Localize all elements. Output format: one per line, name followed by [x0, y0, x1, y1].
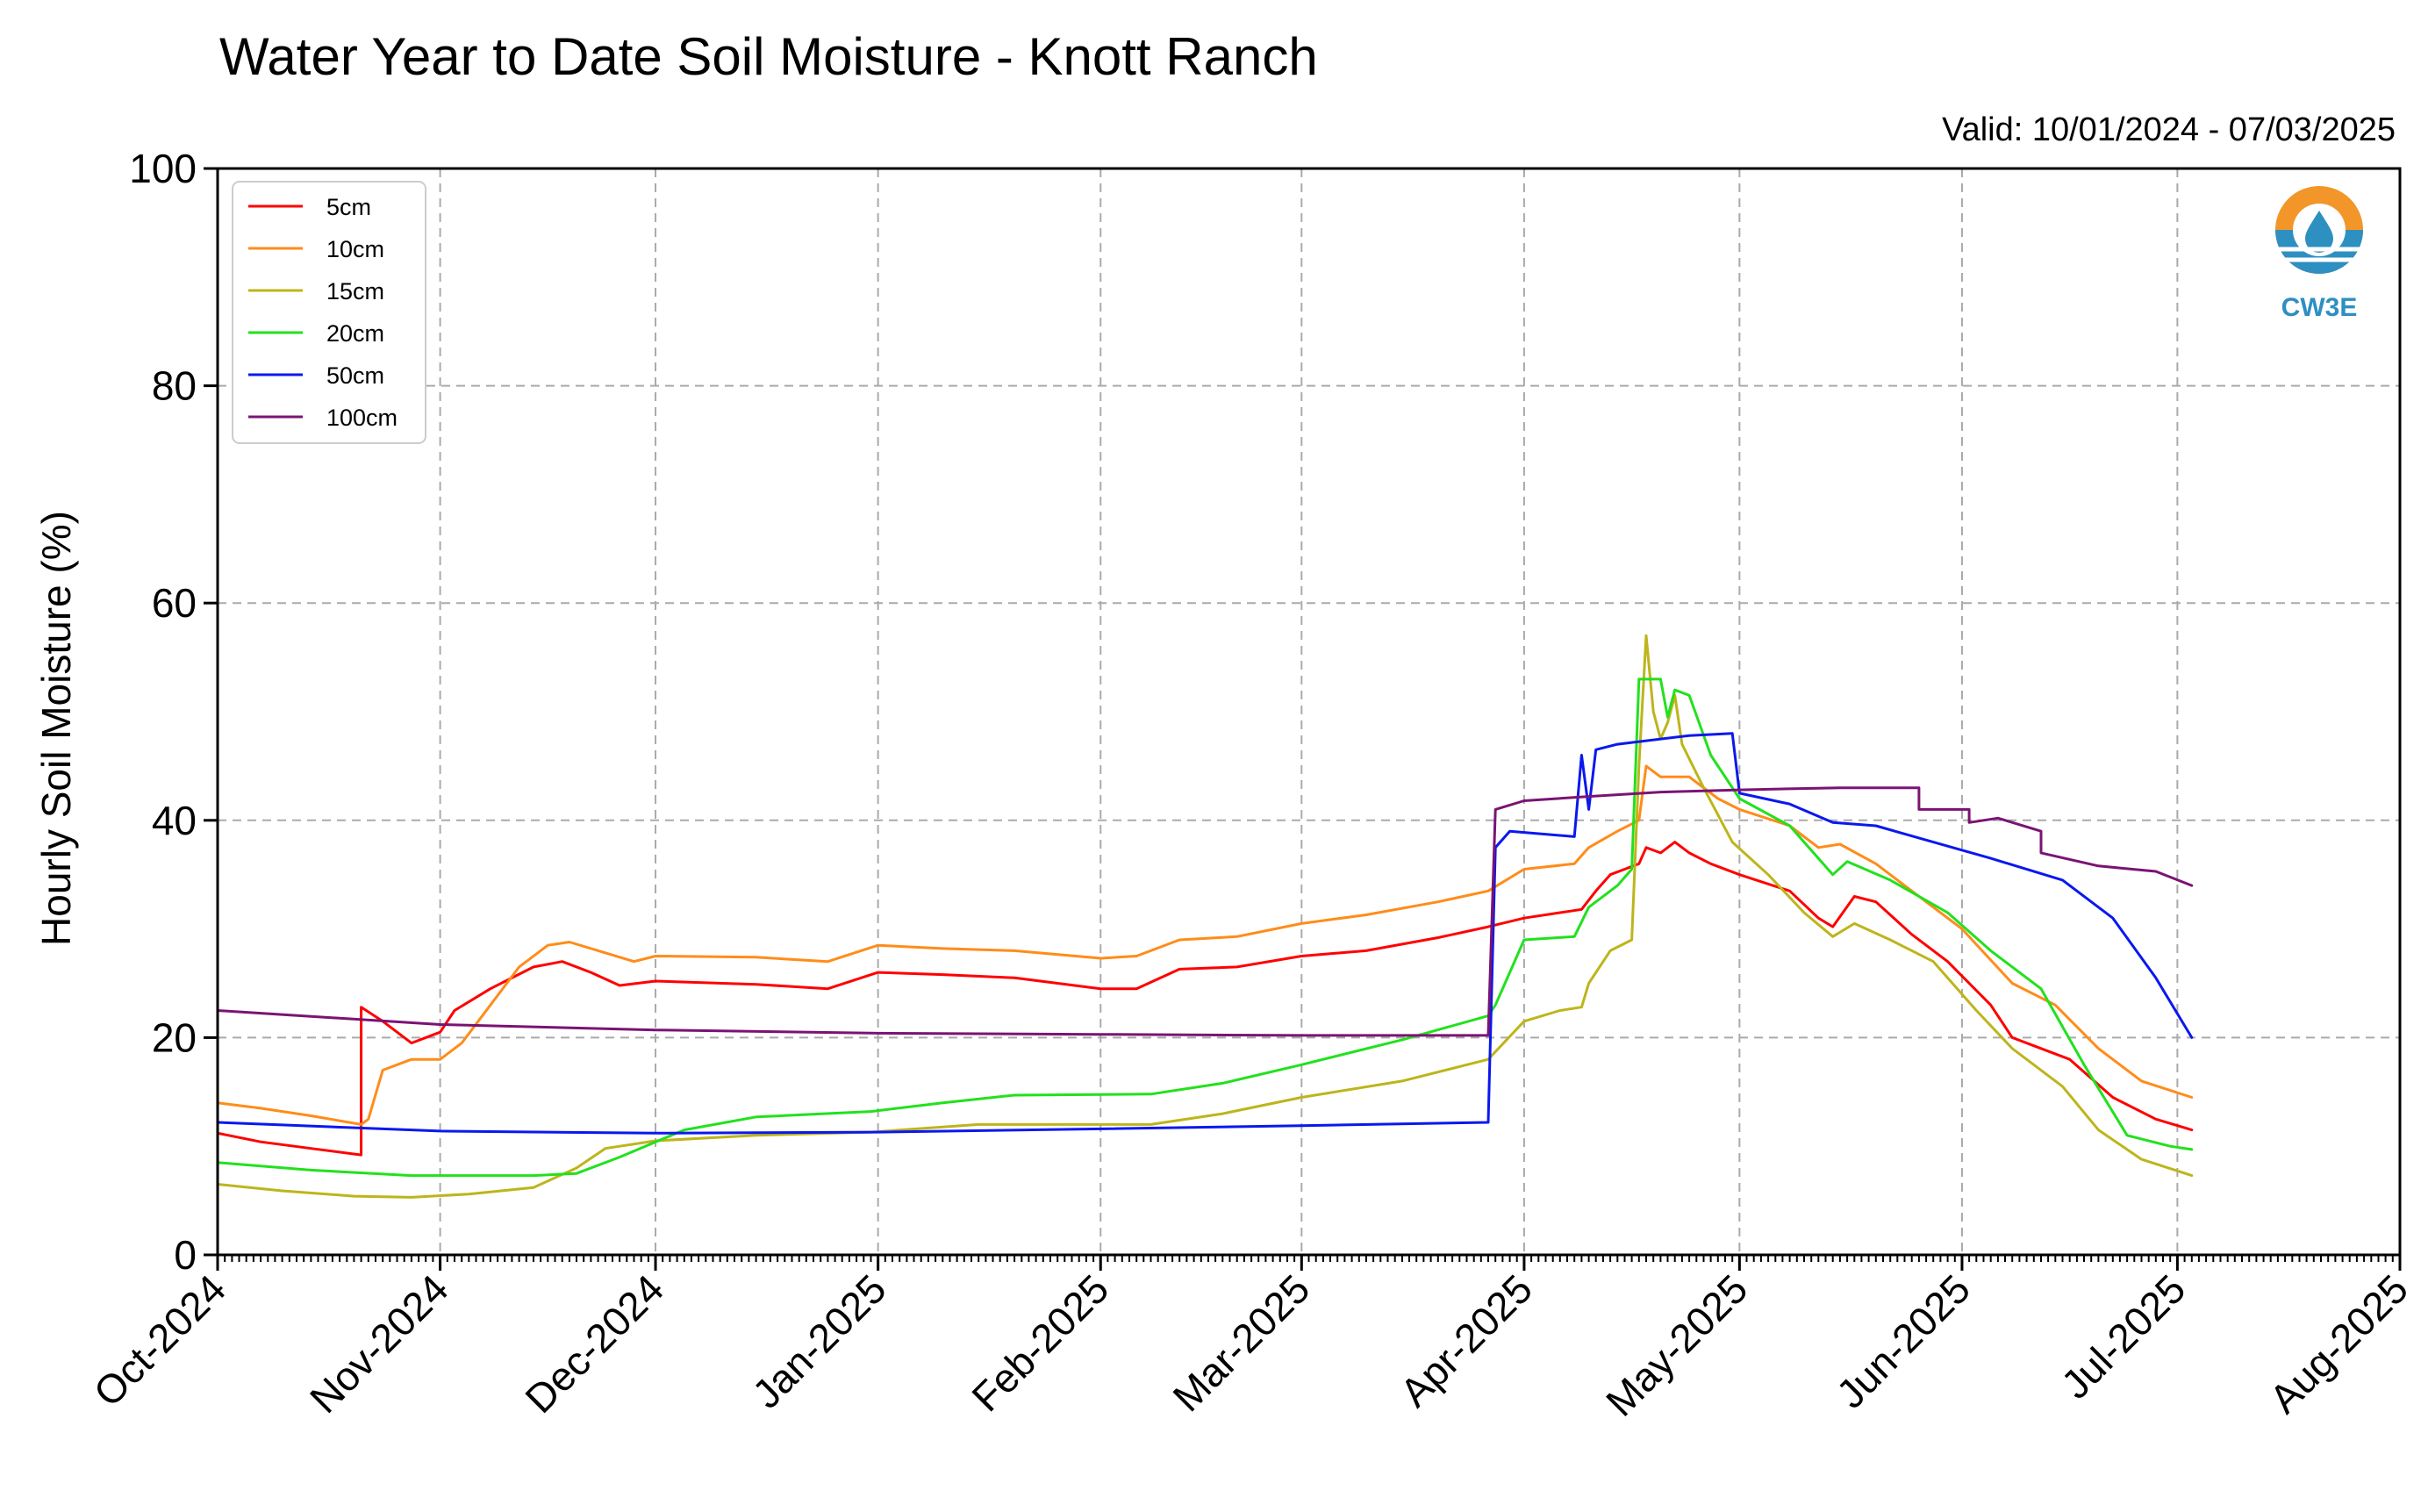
x-tick-label: Jan-2025 [743, 1265, 894, 1416]
y-tick-label: 40 [152, 798, 197, 843]
legend-label: 20cm [326, 320, 384, 347]
y-tick-label: 80 [152, 363, 197, 409]
x-tick-label: May-2025 [1597, 1265, 1756, 1424]
plot-frame [216, 167, 2402, 1257]
grid [217, 168, 2401, 1256]
y-tick-label: 0 [174, 1232, 197, 1278]
axes [204, 167, 2402, 1271]
legend-label: 50cm [326, 362, 384, 389]
x-tick-label: Jun-2025 [1828, 1265, 1979, 1416]
y-tick-label: 100 [129, 146, 197, 191]
y-axis-label: Hourly Soil Moisture (%) [33, 511, 79, 946]
legend: 5cm 10cm 15cm 20cm 50cm 100cm [232, 181, 426, 444]
series-line-20cm [216, 677, 2194, 1178]
legend-label: 10cm [326, 236, 384, 262]
x-tick-label: Dec-2024 [516, 1265, 672, 1422]
series-line-50cm [216, 732, 2194, 1135]
y-tick-label: 60 [152, 580, 197, 626]
series-line-15cm [216, 634, 2194, 1199]
x-tick-label: Feb-2025 [963, 1265, 1117, 1420]
x-tick-label: Aug-2025 [2260, 1265, 2417, 1422]
chart-subtitle: Valid: 10/01/2024 - 07/03/2025 [1942, 111, 2396, 148]
series-line-100cm [216, 786, 2194, 1037]
logo-text: CW3E [2281, 293, 2358, 322]
water-drop-icon [2305, 211, 2333, 253]
x-tick-label: Apr-2025 [1391, 1265, 1541, 1415]
x-tick-labels: Oct-2024 Nov-2024 Dec-2024 Jan-2025 Feb-2025… [85, 1265, 2417, 1424]
x-tick-label: Jul-2025 [2052, 1265, 2195, 1408]
x-minor-ticks [217, 1255, 2401, 1262]
y-tick-label: 20 [152, 1014, 197, 1060]
legend-label: 5cm [326, 194, 371, 220]
x-tick-label: Nov-2024 [301, 1265, 457, 1422]
x-tick-label: Oct-2024 [85, 1265, 235, 1415]
chart-title: Water Year to Date Soil Moisture - Knott… [219, 27, 1318, 86]
series-lines [216, 634, 2194, 1199]
y-tick-labels: 0 20 40 60 80 100 [129, 146, 197, 1278]
legend-label: 15cm [326, 278, 384, 305]
series-line-5cm [216, 841, 2194, 1157]
series-line-10cm [216, 764, 2194, 1126]
cw3e-logo: CW3E [2275, 186, 2363, 322]
legend-label: 100cm [326, 405, 398, 431]
x-tick-label: Mar-2025 [1164, 1265, 1318, 1420]
